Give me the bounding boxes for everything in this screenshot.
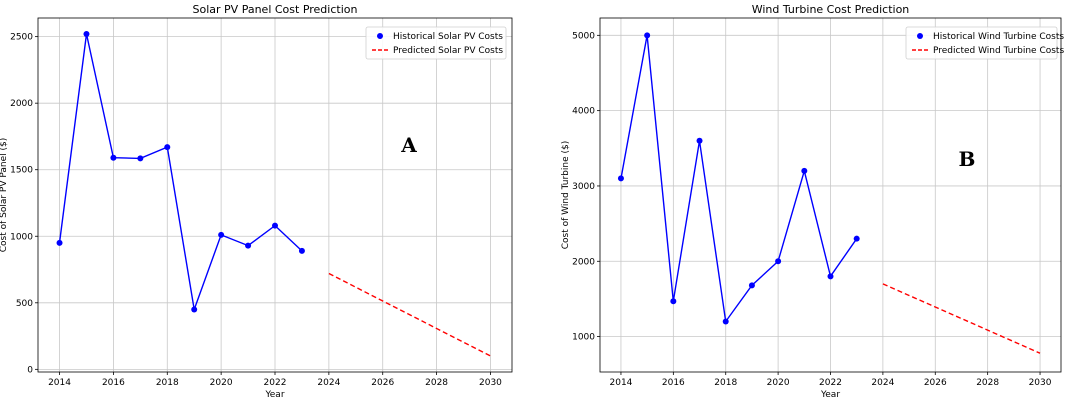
x-tick-label: 2024 [871, 378, 894, 388]
x-axis-title: Year [820, 390, 840, 400]
x-tick-label: 2024 [317, 378, 340, 388]
data-point [272, 222, 278, 229]
y-tick-label: 1000 [572, 333, 595, 343]
x-tick-label: 2026 [924, 378, 947, 388]
y-tick-label: 2500 [10, 33, 33, 43]
x-tick-label: 2022 [819, 378, 842, 388]
predicted-line [328, 272, 491, 357]
x-tick-label: 2020 [210, 378, 233, 388]
y-tick-label: 500 [16, 299, 33, 309]
legend-box [365, 26, 507, 60]
data-point [775, 258, 782, 265]
x-tick-label: 2030 [1029, 378, 1052, 388]
chart-title: Solar PV Panel Cost Prediction [193, 3, 358, 16]
y-tick-label: 1500 [10, 166, 33, 176]
x-tick-label: 2028 [425, 378, 448, 388]
data-point [617, 175, 624, 182]
legend-marker-swatch [917, 33, 923, 39]
x-axis-title: Year [264, 390, 284, 400]
y-axis-title: Cost of Solar PV Panel ($) [0, 138, 9, 253]
x-tick-label: 2028 [976, 378, 999, 388]
x-tick-label: 2014 [48, 378, 71, 388]
data-point [748, 282, 755, 289]
data-point [56, 239, 63, 246]
data-point [827, 273, 834, 280]
legend-label: Predicted Wind Turbine Costs [933, 46, 1064, 56]
data-point [670, 298, 677, 305]
y-tick-label: 5000 [572, 31, 595, 41]
solar-chart: 2014 2016 2018 2020 2022 2024 2026 2028 2030 0 500… [0, 3, 513, 400]
x-tick-label: 2030 [479, 378, 502, 388]
y-tick-label: 3000 [572, 182, 595, 192]
x-tick-label: 2016 [102, 378, 125, 388]
legend-label: Historical Solar PV Costs [393, 32, 503, 42]
y-tick-label: 0 [27, 365, 33, 375]
x-tick-label: 2026 [371, 378, 394, 388]
x-tick-label: 2018 [156, 378, 179, 388]
panel-label: B [959, 147, 976, 171]
y-tick-label: 4000 [572, 107, 595, 117]
y-axis-title: Cost of Wind Turbine ($) [561, 141, 571, 249]
legend-marker-swatch [377, 33, 383, 39]
data-point [137, 155, 144, 162]
data-point [218, 231, 225, 238]
x-tick-label: 2016 [662, 378, 685, 388]
y-tick-label: 2000 [10, 99, 33, 109]
predicted-line [882, 283, 1041, 354]
historical-line [58, 33, 303, 313]
legend-box [905, 26, 1058, 60]
legend-label: Historical Wind Turbine Costs [933, 32, 1064, 42]
data-point [191, 306, 198, 313]
x-tick-label: 2014 [610, 378, 633, 388]
data-point [801, 167, 808, 174]
data-point [298, 247, 305, 254]
legend-label: Predicted Solar PV Costs [393, 46, 503, 56]
y-tick-label: 2000 [572, 257, 595, 267]
data-point [110, 154, 117, 161]
x-tick-label: 2020 [767, 378, 790, 388]
wind-chart: 2014 2016 2018 2020 2022 2024 2026 2028 2030 1000… [561, 3, 1064, 400]
data-point [696, 137, 703, 144]
historical-line [620, 35, 858, 324]
data-point [853, 235, 860, 242]
data-point [245, 242, 252, 249]
x-tick-label: 2018 [714, 378, 737, 388]
panel-label: A [400, 133, 417, 157]
data-point [644, 32, 651, 39]
data-point [164, 144, 171, 151]
x-tick-label: 2022 [264, 378, 287, 388]
data-point [83, 30, 90, 37]
y-tick-label: 1000 [10, 232, 33, 242]
data-point [722, 318, 729, 325]
chart-title: Wind Turbine Cost Prediction [752, 3, 910, 16]
